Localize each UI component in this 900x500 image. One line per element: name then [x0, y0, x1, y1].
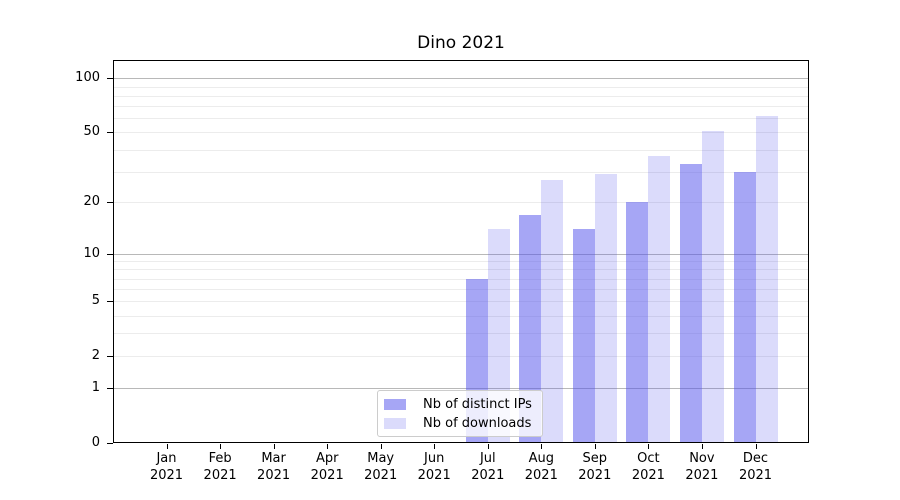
bar-dec-downloads — [755, 115, 778, 443]
y-tick-mark-100 — [107, 78, 113, 80]
x-tick-mark-dec — [755, 444, 757, 449]
x-tick-label-feb: Feb 2021 — [203, 451, 237, 483]
gridline-9 — [113, 261, 809, 262]
x-tick-label-dec: Dec 2021 — [738, 451, 773, 483]
y-tick-mark-50 — [107, 132, 113, 134]
legend-item-downloads: Nb of downloads — [384, 416, 534, 431]
y-tick-label-20: 20 — [83, 194, 100, 210]
gridline-8 — [113, 269, 809, 271]
bar-sep-distinct-ips — [572, 229, 595, 443]
x-tick-label-jan: Jan 2021 — [149, 451, 184, 483]
legend-swatch-distinct-ips — [384, 398, 406, 410]
x-tick-mark-jan — [166, 444, 168, 449]
bar-dec-distinct-ips — [733, 171, 756, 443]
bar-nov-distinct-ips — [679, 164, 702, 443]
bar-sep-downloads — [594, 174, 617, 443]
x-tick-mark-apr — [327, 444, 329, 449]
gridline-60 — [113, 118, 809, 120]
y-tick-label-50: 50 — [83, 124, 100, 140]
gridline-80 — [113, 95, 809, 97]
chart-title: Dino 2021 — [417, 33, 505, 53]
x-tick-label-nov: Nov 2021 — [685, 451, 719, 483]
x-tick-label-sep: Sep 2021 — [578, 451, 612, 483]
bar-oct-downloads — [648, 155, 671, 443]
y-tick-mark-0 — [107, 443, 113, 444]
legend: Nb of distinct IPs Nb of downloads — [377, 390, 543, 437]
y-tick-label-1: 1 — [91, 380, 100, 396]
legend-label-downloads: Nb of downloads — [423, 415, 532, 431]
y-tick-mark-10 — [107, 253, 113, 255]
gridline-10 — [113, 253, 809, 255]
bar-oct-distinct-ips — [626, 202, 649, 443]
bars-layer — [113, 60, 809, 443]
x-tick-label-apr: Apr 2021 — [310, 451, 344, 483]
x-tick-label-may: May 2021 — [364, 451, 398, 483]
y-tick-mark-20 — [107, 202, 113, 204]
x-tick-label-oct: Oct 2021 — [631, 451, 665, 483]
x-tick-mark-oct — [648, 444, 650, 449]
y-tick-label-0: 0 — [91, 435, 100, 450]
gridline-1 — [113, 388, 809, 390]
x-tick-mark-sep — [594, 444, 596, 449]
y-tick-label-5: 5 — [91, 293, 100, 309]
legend-label-distinct-ips: Nb of distinct IPs — [423, 396, 532, 412]
x-tick-mark-nov — [701, 444, 703, 449]
gridline-30 — [113, 171, 809, 173]
x-tick-label-jun: Jun 2021 — [417, 451, 451, 483]
x-tick-label-mar: Mar 2021 — [257, 451, 291, 483]
bar-jul-downloads — [487, 229, 510, 443]
gridline-3 — [113, 333, 809, 335]
bar-nov-downloads — [701, 130, 724, 443]
gridline-7 — [113, 278, 809, 280]
y-tick-label-2: 2 — [91, 348, 100, 364]
x-tick-mark-mar — [273, 444, 275, 449]
x-tick-mark-aug — [541, 444, 543, 449]
x-tick-label-aug: Aug 2021 — [524, 451, 558, 483]
y-tick-mark-5 — [107, 301, 113, 303]
y-tick-mark-2 — [107, 356, 113, 358]
bar-aug-downloads — [541, 179, 564, 443]
gridline-50 — [113, 132, 809, 134]
x-tick-mark-jun — [434, 444, 436, 449]
y-tick-label-100: 100 — [75, 70, 100, 86]
bar-aug-distinct-ips — [519, 214, 542, 443]
gridline-90 — [113, 86, 809, 88]
legend-swatch-downloads — [384, 417, 406, 429]
gridline-100 — [113, 78, 809, 80]
gridline-6 — [113, 289, 809, 291]
gridline-20 — [113, 202, 809, 204]
x-tick-mark-jul — [487, 444, 489, 449]
gridline-70 — [113, 106, 809, 108]
gridlines-layer — [113, 60, 809, 443]
y-tick-mark-1 — [107, 388, 113, 390]
legend-item-distinct-ips: Nb of distinct IPs — [384, 397, 534, 412]
x-tick-mark-feb — [220, 444, 222, 449]
y-tick-label-10: 10 — [83, 245, 100, 261]
gridline-40 — [113, 149, 809, 151]
plot-area — [113, 60, 809, 443]
x-tick-label-jul: Jul 2021 — [471, 451, 505, 483]
gridline-2 — [113, 356, 809, 358]
x-tick-mark-may — [380, 444, 382, 449]
gridline-5 — [113, 301, 809, 303]
gridline-4 — [113, 315, 809, 317]
